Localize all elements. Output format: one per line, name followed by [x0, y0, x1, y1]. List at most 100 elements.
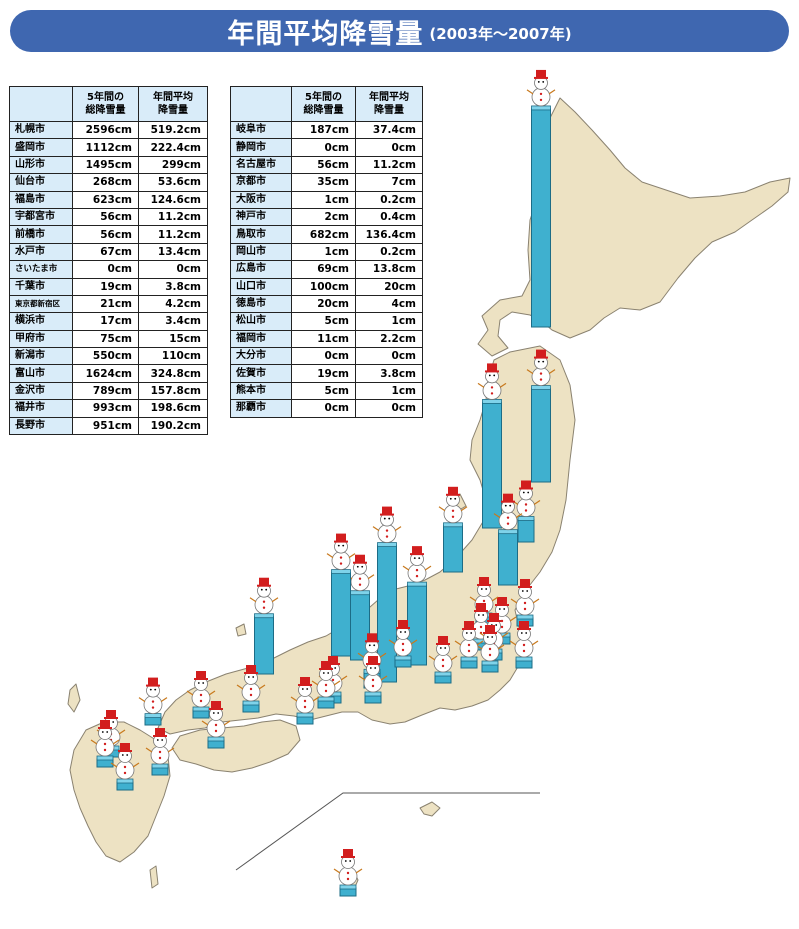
average-cell: 20cm [355, 277, 423, 296]
snowfall-column [407, 584, 427, 666]
hokkaido-island [477, 97, 791, 357]
snowman-icon [493, 493, 523, 531]
column-top [192, 706, 210, 712]
average-cell: 3.4cm [138, 312, 208, 331]
city-cell: 甲府市 [9, 329, 73, 349]
tanegashima-island [149, 865, 159, 889]
snowfall-column [531, 108, 551, 328]
snowman-icon [475, 625, 505, 662]
table-row: 金沢市 789cm 157.8cm [9, 381, 208, 401]
total-cell: 1112cm [72, 138, 139, 157]
column-top [364, 691, 382, 697]
total-cell: 2596cm [72, 120, 139, 140]
column-top [482, 399, 502, 404]
average-cell: 11.2cm [138, 207, 208, 227]
city-cell: 松山市 [230, 312, 292, 331]
table-row: 佐賀市 19cm 3.8cm [230, 364, 423, 383]
city-cell: 横浜市 [9, 312, 73, 331]
total-cell: 550cm [72, 347, 139, 366]
table-row: 熊本市 5cm 1cm [230, 381, 423, 401]
snowman-icon [511, 480, 541, 517]
average-cell: 299cm [138, 155, 208, 175]
average-header: 年間平均 降雪量 [355, 86, 423, 122]
total-cell: 1cm [291, 190, 356, 209]
table-row: 前橋市 56cm 11.2cm [9, 225, 208, 244]
table-row: 鳥取市 682cm 136.4cm [230, 225, 423, 244]
column-top [207, 736, 225, 742]
city-cell: 山形市 [9, 155, 73, 175]
table-row: 京都市 35cm 7cm [230, 173, 423, 192]
marker-仙台市 [511, 480, 541, 543]
table-row: 福岡市 11cm 2.2cm [230, 329, 423, 349]
column-top [116, 778, 134, 784]
column-top [515, 656, 533, 662]
marker-大分市 [145, 728, 175, 776]
table-row: 千葉市 19cm 3.8cm [9, 277, 208, 296]
average-cell: 0.4cm [355, 207, 423, 227]
snowman-icon [326, 533, 356, 570]
city-cell: 神戸市 [230, 207, 292, 227]
snowfall-markers [90, 69, 556, 897]
city-cell: 那覇市 [230, 399, 292, 418]
marker-札幌市 [526, 69, 556, 328]
marker-熊本市 [110, 743, 140, 791]
table-row: 名古屋市 56cm 11.2cm [230, 155, 423, 175]
table-row: 岡山市 1cm 0.2cm [230, 242, 423, 262]
total-cell: 268cm [72, 173, 139, 192]
city-cell: 富山市 [9, 364, 73, 383]
total-cell: 21cm [72, 294, 139, 314]
table-row: 那覇市 0cm 0cm [230, 399, 423, 418]
total-cell: 1495cm [72, 155, 139, 175]
average-cell: 37.4cm [355, 120, 423, 140]
total-cell: 56cm [72, 207, 139, 227]
city-cell: 宇都宮市 [9, 207, 73, 227]
snowman-icon [372, 506, 402, 543]
total-cell: 0cm [291, 347, 356, 366]
table-row: 徳島市 20cm 4cm [230, 294, 423, 314]
oki-island [235, 623, 247, 637]
snowman-icon [402, 546, 432, 583]
table-row: 福島市 623cm 124.6cm [9, 190, 208, 209]
average-cell: 0cm [355, 347, 423, 366]
city-header [9, 86, 73, 122]
marker-福島市 [493, 493, 523, 586]
table-row: 広島市 69cm 13.8cm [230, 260, 423, 279]
column-top [377, 542, 397, 547]
average-cell: 11.2cm [355, 155, 423, 175]
total-cell: 5cm [291, 381, 356, 401]
table-row: 松山市 5cm 1cm [230, 312, 423, 331]
total-cell: 951cm [72, 416, 139, 436]
column-top [254, 613, 274, 619]
snowman-icon [145, 728, 175, 765]
city-cell: 千葉市 [9, 277, 73, 296]
table-row: 盛岡市 1112cm 222.4cm [9, 138, 208, 157]
marker-盛岡市 [526, 349, 556, 483]
total-cell: 100cm [291, 277, 356, 296]
average-cell: 7cm [355, 173, 423, 192]
marker-神戸市 [311, 661, 341, 709]
table-row: 宇都宮市 56cm 11.2cm [9, 207, 208, 227]
average-cell: 110cm [138, 347, 208, 366]
average-cell: 190.2cm [138, 416, 208, 436]
city-cell: 京都市 [230, 173, 292, 192]
column-top [394, 655, 412, 661]
city-header [230, 86, 292, 122]
average-cell: 324.8cm [138, 364, 208, 383]
table-row: 山口市 100cm 20cm [230, 277, 423, 296]
average-cell: 0cm [355, 138, 423, 157]
snowman-icon [477, 363, 507, 400]
column-top [331, 569, 351, 574]
average-cell: 1cm [355, 312, 423, 331]
marker-甲府市 [454, 621, 484, 669]
snowman-icon [311, 661, 341, 698]
city-cell: 岡山市 [230, 242, 292, 262]
total-cell: 56cm [291, 155, 356, 175]
title-banner: 年間平均降雪量 (2003年～2007年) [10, 10, 789, 52]
marker-佐賀市 [90, 720, 120, 768]
average-cell: 0.2cm [355, 190, 423, 209]
marker-山口市 [138, 677, 168, 726]
city-cell: 新潟市 [9, 347, 73, 366]
marker-千葉市 [509, 621, 539, 669]
table-header-row: 5年間の 総降雪量 年間平均 降雪量 [230, 86, 423, 122]
